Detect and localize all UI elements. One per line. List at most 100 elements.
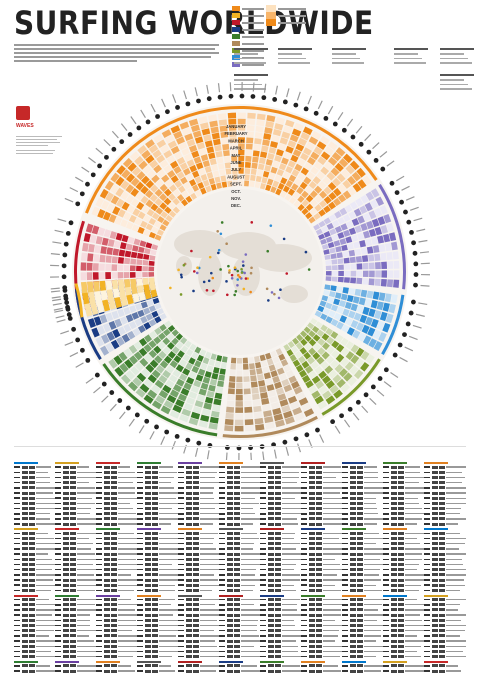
heatmap-cell [357,179,367,189]
heatmap-cell [309,190,318,199]
list-item [219,613,261,617]
list-item [383,568,425,572]
heatmap-cell [268,172,276,180]
heatmap-cell [345,351,355,361]
heatmap-cell [118,351,128,362]
heatmap-cell [376,301,384,311]
heatmap-cell [343,257,350,264]
heatmap-cell [314,365,323,375]
heatmap-cell [305,194,314,203]
heatmap-cell [342,287,349,294]
heatmap-cell [106,289,114,301]
heatmap-cell [374,310,382,320]
list-item [383,536,425,541]
heatmap-cell [329,384,339,394]
heatmap-cell [171,329,179,337]
list-item [178,598,220,602]
list-item [178,496,220,500]
list-item [178,501,220,505]
heatmap-cell [258,157,266,165]
region-ring [381,294,405,355]
heatmap-cell [192,184,199,192]
spot-name-label [361,405,369,414]
heatmap-cell [327,241,335,249]
heatmap-cell [350,344,360,354]
spot-name-label [64,197,74,203]
heatmap-cell [327,182,337,191]
heatmap-cell [316,171,326,180]
heatmap-cell [175,136,186,145]
heatmap-cell [283,151,292,160]
heatmap-cell [301,199,310,207]
heatmap-cell [115,232,123,241]
spot-number-marker [403,209,408,215]
list-group-heading [96,528,120,531]
list-item [342,583,384,587]
heatmap-cell [280,359,289,367]
list-item [260,512,302,516]
spot-number-marker [111,146,117,152]
heatmap-cell [124,257,131,265]
surf-spot-dot [195,271,199,275]
surf-spot-dot [242,287,246,291]
list-item [383,669,425,673]
heatmap-cell [106,203,115,213]
list-group-heading [301,660,325,663]
list-item [219,517,261,521]
heatmap-cell [183,153,193,162]
heatmap-cell [194,176,202,184]
list-item [342,465,384,469]
heatmap-cell [208,114,218,122]
list-item [219,491,261,495]
spot-name-label [413,217,423,222]
list-item [219,531,261,535]
list-item [96,573,138,577]
list-item [178,634,220,638]
heatmap-cell [208,359,216,367]
heatmap-cell [375,270,381,278]
list-item [383,517,425,521]
heatmap-cell [145,313,154,321]
heatmap-cell [132,208,141,217]
heatmap-cell [347,376,357,387]
spot-number-marker [85,357,91,363]
list-item [14,634,56,638]
heatmap-cell [272,356,280,364]
heatmap-cell [94,244,101,254]
heatmap-cell [270,166,278,174]
spot-name-label [161,98,166,108]
list-item [383,618,425,622]
list-item [137,557,179,561]
heatmap-cell [297,172,306,181]
heatmap-cell [208,152,216,160]
spot-number-marker [109,390,115,395]
spot-number-marker [304,432,310,438]
spot-number-marker [119,139,125,145]
heatmap-cell [189,343,197,351]
heatmap-cell [287,395,298,404]
heatmap-cell [198,388,207,396]
heatmap-cell [102,211,112,221]
heatmap-cell [317,347,326,356]
heatmap-cell [268,146,277,155]
surf-spot-dot [219,268,222,271]
heatmap-cell [215,150,223,158]
list-item [342,664,384,668]
heatmap-cell [122,157,133,168]
heatmap-cell [275,419,285,428]
heatmap-cell [161,129,172,138]
month-label: DEC. [231,203,241,208]
heatmap-cell [97,325,106,335]
list-group-heading [219,528,243,531]
heatmap-cell [229,369,236,376]
heatmap-cell [362,270,369,278]
list-item [424,655,466,659]
heatmap-cell [191,150,200,159]
heatmap-cell [162,328,171,337]
heatmap-cell [167,341,175,350]
heatmap-cell [227,388,235,395]
heatmap-cell [135,191,144,201]
heatmap-cell [292,406,303,416]
heatmap-cell [264,164,272,172]
heatmap-cell [132,327,141,337]
